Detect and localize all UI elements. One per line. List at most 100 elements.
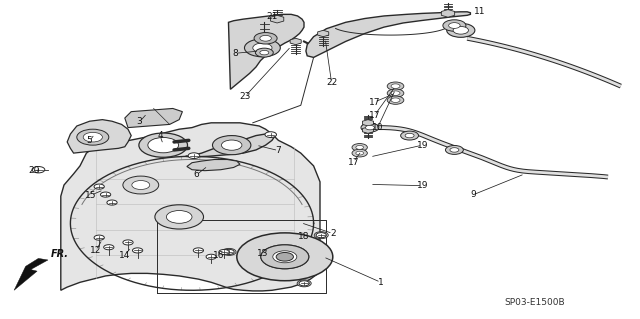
Circle shape	[365, 125, 374, 130]
Polygon shape	[306, 12, 470, 57]
Circle shape	[387, 89, 404, 97]
Circle shape	[139, 133, 188, 157]
Circle shape	[297, 280, 311, 287]
Circle shape	[387, 96, 404, 104]
Circle shape	[405, 133, 414, 138]
Text: 9: 9	[471, 190, 476, 199]
Polygon shape	[271, 15, 284, 23]
Circle shape	[206, 254, 216, 259]
Circle shape	[447, 23, 475, 37]
Circle shape	[261, 245, 309, 269]
Text: 18: 18	[298, 232, 310, 241]
Text: 5: 5	[87, 137, 92, 145]
Text: 3: 3	[137, 117, 142, 126]
Circle shape	[222, 249, 236, 256]
Text: 21: 21	[266, 12, 278, 21]
Circle shape	[123, 240, 133, 245]
Circle shape	[261, 245, 309, 269]
Circle shape	[352, 149, 367, 157]
Circle shape	[107, 200, 117, 205]
Text: 17: 17	[369, 98, 380, 107]
Text: 19: 19	[417, 181, 428, 190]
Circle shape	[253, 43, 272, 53]
Circle shape	[193, 248, 204, 253]
Polygon shape	[228, 14, 304, 89]
Text: 23: 23	[239, 92, 251, 101]
Polygon shape	[187, 160, 240, 171]
Circle shape	[244, 39, 280, 57]
Circle shape	[391, 84, 400, 88]
Text: 8: 8	[233, 49, 238, 58]
Circle shape	[443, 20, 466, 31]
Circle shape	[132, 181, 150, 189]
Circle shape	[83, 132, 102, 142]
Circle shape	[94, 235, 104, 240]
Circle shape	[391, 98, 400, 102]
Circle shape	[316, 233, 326, 238]
Polygon shape	[14, 258, 48, 290]
Circle shape	[449, 23, 460, 28]
Polygon shape	[186, 134, 275, 157]
Polygon shape	[125, 108, 182, 128]
Circle shape	[260, 50, 269, 55]
Circle shape	[224, 249, 234, 255]
Polygon shape	[317, 30, 329, 37]
Text: 12: 12	[90, 246, 102, 255]
Circle shape	[237, 233, 333, 281]
Polygon shape	[362, 127, 374, 133]
Circle shape	[265, 132, 276, 137]
Circle shape	[391, 91, 400, 95]
Circle shape	[148, 137, 179, 153]
Text: SP03-E1500B: SP03-E1500B	[504, 298, 564, 307]
Text: 14: 14	[119, 251, 131, 260]
Circle shape	[450, 148, 459, 152]
Circle shape	[221, 140, 242, 150]
Text: 17: 17	[369, 111, 380, 120]
Circle shape	[77, 129, 109, 145]
Circle shape	[401, 131, 419, 140]
Text: 13: 13	[257, 249, 268, 258]
Text: 17: 17	[348, 158, 359, 167]
Circle shape	[356, 151, 364, 155]
Circle shape	[356, 145, 364, 149]
Circle shape	[361, 123, 379, 132]
Text: 15: 15	[85, 191, 97, 200]
Circle shape	[155, 205, 204, 229]
Circle shape	[123, 176, 159, 194]
Text: 6: 6	[194, 170, 199, 179]
Circle shape	[132, 248, 143, 253]
Circle shape	[453, 26, 468, 34]
Circle shape	[255, 48, 273, 57]
Circle shape	[254, 33, 277, 44]
Circle shape	[276, 253, 293, 261]
Circle shape	[100, 192, 111, 197]
Circle shape	[212, 136, 251, 155]
Circle shape	[188, 153, 200, 159]
Circle shape	[299, 281, 309, 286]
Circle shape	[32, 167, 45, 173]
Text: 19: 19	[417, 141, 428, 150]
Circle shape	[273, 251, 297, 263]
Circle shape	[352, 144, 367, 151]
Text: 4: 4	[157, 131, 163, 140]
Circle shape	[445, 145, 463, 154]
Text: 22: 22	[326, 78, 337, 87]
Text: 7: 7	[276, 146, 281, 155]
Circle shape	[94, 184, 104, 189]
Text: 11: 11	[474, 7, 485, 16]
Text: 1: 1	[378, 278, 383, 287]
Circle shape	[314, 232, 328, 239]
Text: 20: 20	[28, 166, 40, 175]
Text: 2: 2	[330, 229, 335, 238]
Polygon shape	[442, 10, 454, 17]
Polygon shape	[362, 120, 374, 126]
Polygon shape	[290, 38, 301, 45]
Text: 10: 10	[372, 123, 383, 132]
Circle shape	[166, 211, 192, 223]
Circle shape	[104, 245, 114, 250]
Circle shape	[260, 35, 271, 41]
Polygon shape	[67, 120, 131, 153]
Circle shape	[219, 249, 229, 255]
Circle shape	[387, 82, 404, 90]
Text: 16: 16	[213, 251, 225, 260]
